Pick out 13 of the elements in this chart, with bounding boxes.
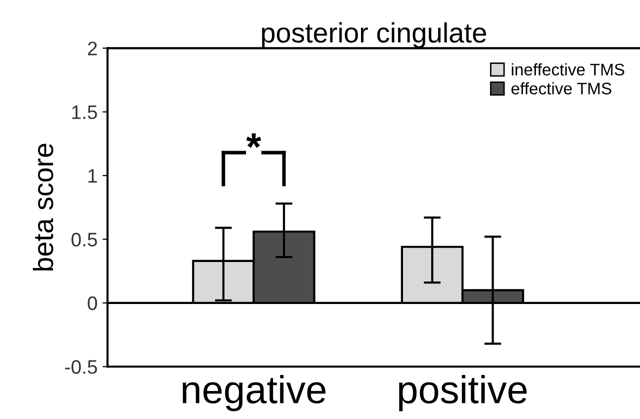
x-tick-label: positive [399,374,527,412]
y-tick-label: 0.5 [72,232,97,246]
y-tick-label: 2 [88,42,97,56]
legend-label: effective TMS [511,82,612,94]
y-axis-title: beta score [32,144,54,270]
x-tick-label: negative [182,374,326,412]
chart-title: posterior cingulate [262,22,486,48]
legend-label: ineffective TMS [512,63,624,76]
y-tick-label: 1.5 [72,106,97,120]
y-tick-label: 0 [88,296,98,310]
y-tick-label: -0.5 [65,360,97,374]
y-tick-label: 1 [88,169,97,183]
annotation: * [246,133,262,148]
